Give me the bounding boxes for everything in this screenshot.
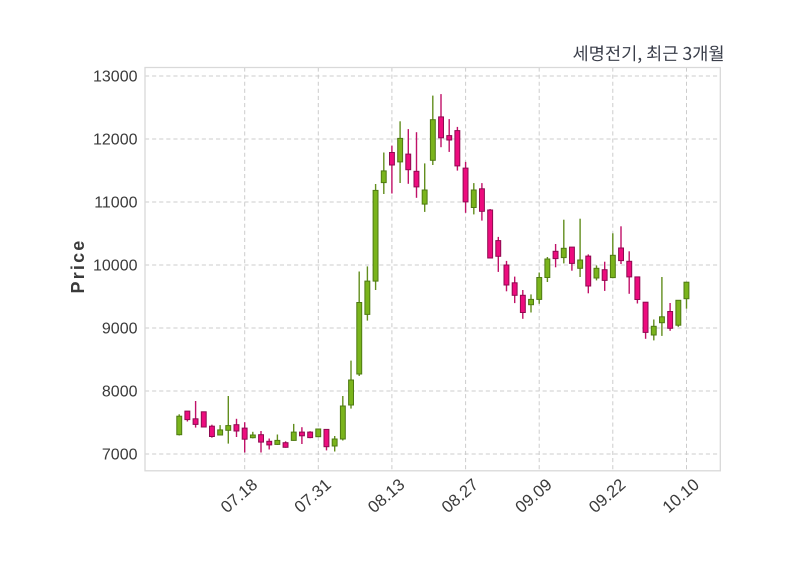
svg-text:9000: 9000: [102, 321, 138, 338]
svg-text:10000: 10000: [93, 258, 138, 275]
svg-text:11000: 11000: [94, 195, 137, 212]
svg-text:7000: 7000: [102, 447, 138, 464]
svg-text:12000: 12000: [93, 132, 138, 149]
svg-text:13000: 13000: [93, 69, 138, 86]
svg-text:Price: Price: [68, 238, 88, 293]
svg-text:8000: 8000: [102, 384, 138, 401]
